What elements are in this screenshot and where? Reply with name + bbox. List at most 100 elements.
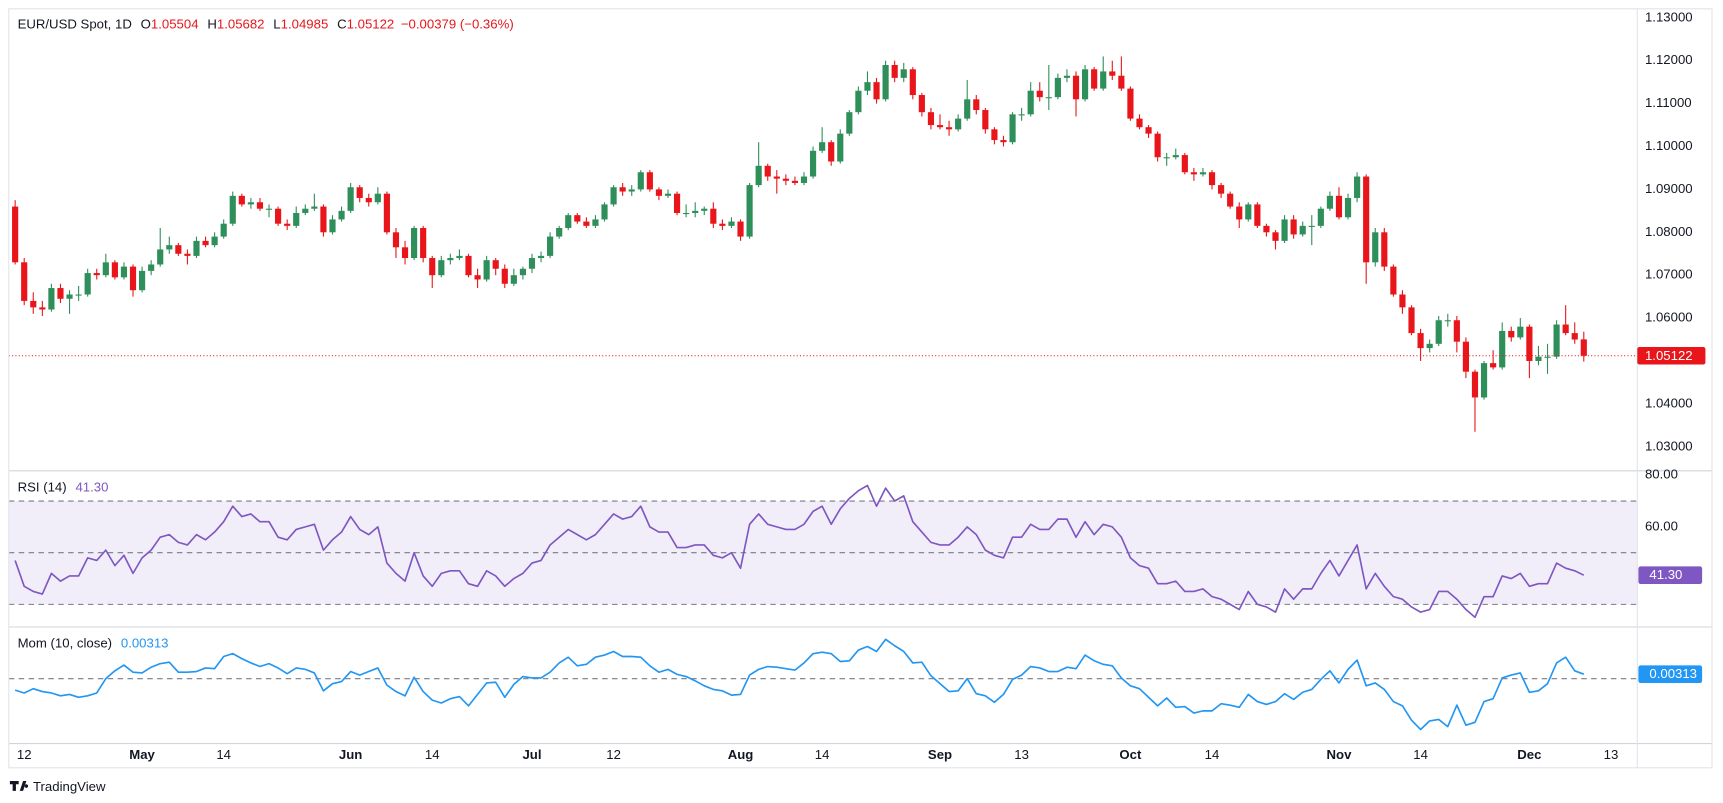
candle-body bbox=[1571, 333, 1578, 340]
candle-body bbox=[728, 221, 735, 226]
x-tick-label: 12 bbox=[606, 747, 621, 762]
candle-body bbox=[1363, 176, 1370, 263]
candle-body bbox=[1508, 330, 1515, 338]
candle-body bbox=[347, 187, 354, 211]
outer-border bbox=[8, 8, 1713, 769]
candle-body bbox=[320, 206, 327, 233]
y-tick-label: 1.06000 bbox=[1645, 310, 1693, 325]
x-tick-label: 12 bbox=[17, 747, 32, 762]
y-tick-label: 1.09000 bbox=[1645, 181, 1693, 196]
candle-body bbox=[275, 208, 282, 224]
ohlc-name: L bbox=[273, 17, 280, 32]
candle-body bbox=[202, 240, 209, 246]
frame bbox=[8, 8, 1713, 769]
candle-body bbox=[1018, 114, 1025, 116]
candle-body bbox=[719, 223, 726, 226]
candle-body bbox=[429, 258, 436, 276]
candle-body bbox=[148, 264, 155, 271]
candle-body bbox=[338, 210, 345, 220]
ohlc-name: H bbox=[207, 17, 217, 32]
ohlc-name: O bbox=[141, 17, 151, 32]
candle-body bbox=[991, 129, 998, 141]
y-tick-label: 1.08000 bbox=[1645, 224, 1693, 239]
candle-body bbox=[673, 193, 681, 213]
candle-body bbox=[528, 258, 536, 269]
candle-body bbox=[973, 99, 980, 111]
candle-body bbox=[474, 275, 481, 280]
x-tick-label: 13 bbox=[1014, 747, 1029, 762]
candle-body bbox=[102, 262, 109, 276]
logo: TradingView bbox=[9, 779, 106, 794]
candle-body bbox=[157, 249, 164, 265]
candle-body bbox=[1308, 225, 1315, 227]
candle-body bbox=[66, 294, 73, 299]
candle-body bbox=[1480, 363, 1488, 398]
candle-body bbox=[383, 193, 390, 233]
candle-body bbox=[284, 223, 291, 226]
candle-body bbox=[1299, 225, 1306, 235]
candle-body bbox=[30, 300, 37, 308]
candle-body bbox=[1471, 371, 1479, 398]
candle-body bbox=[828, 142, 835, 162]
candle-body bbox=[1109, 71, 1116, 76]
candle-body bbox=[619, 187, 626, 192]
candle-body bbox=[1218, 185, 1225, 194]
candle-body bbox=[1263, 225, 1270, 233]
y-tick-label: 60.00 bbox=[1645, 518, 1678, 533]
candle-body bbox=[683, 212, 690, 215]
candle-body bbox=[837, 133, 844, 162]
candle-body bbox=[1190, 172, 1197, 175]
y-tick-label: 1.12000 bbox=[1645, 52, 1693, 67]
candle-body bbox=[374, 193, 381, 203]
last-value-label: 41.30 bbox=[1649, 567, 1682, 582]
candle-body bbox=[764, 165, 771, 177]
candle-body bbox=[610, 187, 617, 205]
candle-body bbox=[57, 288, 64, 299]
candle-body bbox=[701, 208, 708, 211]
candle-body bbox=[809, 150, 817, 177]
candle-body bbox=[265, 208, 273, 210]
mom-title: Mom (10, close) bbox=[18, 636, 112, 651]
legend-row: EUR/USD Spot, 1D O1.05504 H1.05682 L1.04985… bbox=[18, 17, 514, 32]
candle-body bbox=[1535, 356, 1542, 361]
candle-body bbox=[1390, 266, 1397, 295]
candle-body bbox=[1344, 197, 1352, 218]
open-value: 1.05504 bbox=[151, 17, 199, 32]
candle-body bbox=[129, 266, 137, 291]
candle-body bbox=[229, 195, 236, 224]
indicator-line bbox=[14, 484, 1585, 619]
candle-body bbox=[75, 294, 82, 296]
candle-body bbox=[945, 127, 953, 130]
candle-body bbox=[1372, 232, 1379, 263]
close-value: 1.05122 bbox=[347, 17, 395, 32]
candle-body bbox=[1236, 206, 1243, 220]
candle-body bbox=[1208, 172, 1216, 186]
last-value-label: 0.00313 bbox=[1649, 666, 1697, 681]
candle-body bbox=[692, 210, 699, 213]
x-tick-label: 14 bbox=[425, 747, 440, 762]
candle-body bbox=[465, 255, 472, 276]
candle-body bbox=[1272, 232, 1279, 241]
candle-body bbox=[1335, 195, 1343, 218]
candle-body bbox=[556, 228, 563, 237]
candle-body bbox=[193, 240, 200, 256]
candle-body bbox=[1354, 176, 1361, 198]
candle-body bbox=[791, 180, 799, 183]
candle-body bbox=[1118, 75, 1125, 89]
candle-body bbox=[256, 202, 264, 209]
y-tick-label: 1.03000 bbox=[1645, 438, 1693, 453]
candle-body bbox=[392, 232, 400, 248]
candle-body bbox=[1163, 157, 1170, 159]
candle-body bbox=[293, 212, 300, 226]
candle-body bbox=[1145, 127, 1152, 134]
candle-body bbox=[356, 187, 363, 198]
candle-body bbox=[1580, 339, 1587, 356]
x-tick-label: Jun bbox=[339, 747, 362, 762]
candle-body bbox=[438, 260, 445, 276]
candle-body bbox=[120, 266, 128, 278]
candle-body bbox=[927, 112, 935, 126]
candle-body bbox=[592, 219, 599, 226]
candle-body bbox=[1181, 155, 1188, 173]
